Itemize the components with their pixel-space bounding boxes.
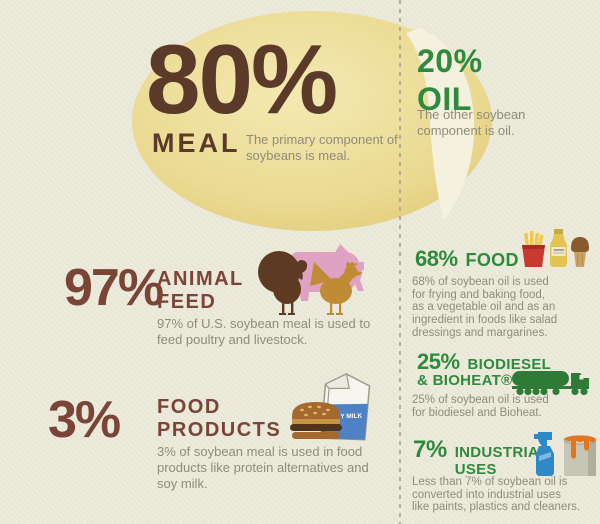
animal-feed-desc: 97% of U.S. soybean meal is used to feed… (157, 316, 371, 348)
biodiesel-desc: 25% of soybean oil is used for biodiesel… (412, 394, 549, 419)
oil-food-icons (522, 229, 589, 267)
tanker-truck-icon (512, 371, 589, 396)
soybean-ellipse (132, 11, 492, 231)
farm-animals-icons (258, 244, 364, 315)
food-products-desc: 3% of soybean meal is used in food produ… (157, 444, 369, 492)
turkey-icon (258, 251, 308, 315)
soy-milk-label: SOY MILK (331, 413, 363, 421)
animal-feed-title: ANIMAL FEED (157, 268, 244, 313)
chicken-icon (310, 262, 363, 315)
hamburger-icon (290, 402, 342, 439)
industrial-icons (534, 432, 597, 476)
industrial-percent: 7% (413, 436, 447, 463)
bean-highlight-swoosh (406, 28, 475, 220)
oil-desc: The other soybean component is oil. (417, 107, 526, 139)
meal-label: MEAL (152, 128, 241, 158)
meal-desc: The primary component of soybeans is mea… (246, 132, 398, 164)
biodiesel-title-line2: & BIOHEAT® (417, 372, 513, 389)
oil-food-desc: 68% of soybean oil is used for frying an… (412, 276, 558, 339)
animal-feed-percent: 97% (64, 259, 164, 317)
food-products-percent: 3% (48, 391, 121, 449)
oil-bottle-icon (550, 229, 567, 267)
biodiesel-title: BIODIESEL (467, 356, 552, 373)
paint-can-icon (563, 435, 597, 476)
food-products-icons: SOY MILK (290, 373, 371, 441)
oil-food-title: FOOD (465, 250, 519, 270)
food-products-title: FOOD PRODUCTS (157, 396, 282, 441)
oil-food-percent: 68% (415, 246, 458, 271)
biodiesel-heading: 25% BIODIESEL (417, 349, 552, 374)
oil-title: 20% OIL (417, 43, 483, 118)
biodiesel-percent: 25% (417, 349, 460, 374)
oil-food-heading: 68% FOOD (415, 248, 519, 271)
industrial-title: INDUSTRIAL USES (454, 444, 549, 479)
meal-percent: 80% (146, 24, 338, 134)
spray-bottle-icon (534, 432, 554, 476)
industrial-desc: Less than 7% of soybean oil is converted… (412, 476, 581, 514)
muffin-icon (571, 237, 589, 267)
french-fries-icon (522, 231, 545, 267)
industrial-heading: 7% INDUSTRIAL USES (413, 436, 549, 479)
